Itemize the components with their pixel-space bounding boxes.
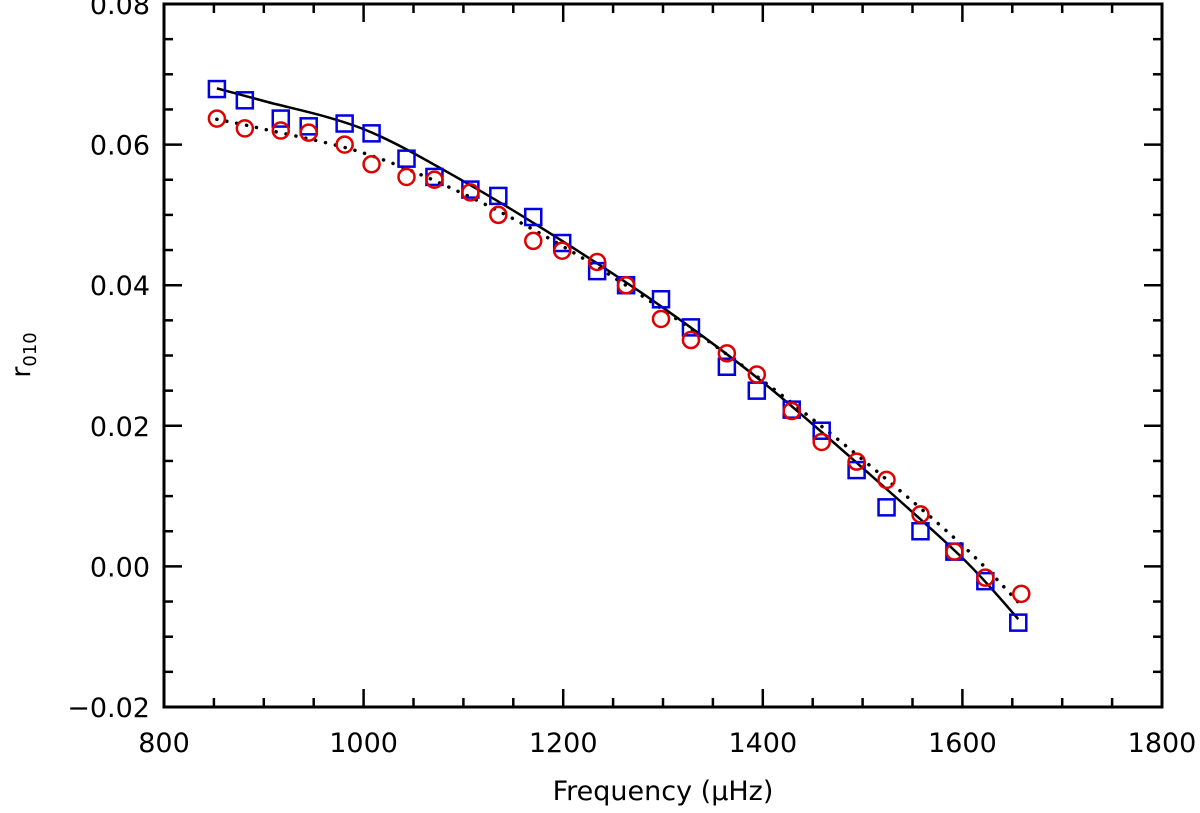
x-tick-label: 1000 xyxy=(329,728,398,759)
data-point-circle xyxy=(877,470,896,490)
data-point-square xyxy=(335,114,354,133)
data-point-circle xyxy=(271,121,291,140)
y-tick-label: 0.00 xyxy=(90,552,150,583)
data-point-square xyxy=(847,460,866,480)
data-point-square xyxy=(207,79,227,99)
data-point-circle xyxy=(552,241,572,261)
data-point-circle xyxy=(207,109,227,128)
data-point-square xyxy=(362,124,381,143)
data-point-square xyxy=(489,186,508,206)
data-point-circle xyxy=(681,330,701,350)
data-point-square xyxy=(552,233,572,253)
data-point-square xyxy=(747,381,767,400)
plot-frame xyxy=(162,2,1164,709)
data-point-square xyxy=(812,421,831,440)
data-point-circle xyxy=(1012,584,1031,604)
data-point-circle xyxy=(335,135,354,154)
data-point-circle xyxy=(616,275,636,295)
data-point-circle xyxy=(782,401,801,421)
data-point-circle xyxy=(425,170,444,189)
data-point-square xyxy=(235,91,255,110)
data-point-square xyxy=(587,261,607,281)
data-point-square xyxy=(651,290,671,309)
data-point-circle xyxy=(587,252,607,272)
data-point-square xyxy=(524,207,543,227)
y-tick-label: 0.02 xyxy=(90,412,150,443)
data-point-square xyxy=(299,117,318,136)
data-point-circle xyxy=(717,344,737,363)
data-point-circle xyxy=(524,231,543,251)
x-tick-label: 1800 xyxy=(1128,728,1197,759)
data-point-circle xyxy=(299,123,318,142)
data-point-circle xyxy=(911,505,930,524)
data-point-square xyxy=(681,318,701,337)
x-axis-label: Frequency (μHz) xyxy=(553,776,774,807)
data-point-square xyxy=(271,109,291,128)
plot-marks xyxy=(207,79,1031,632)
data-point-square xyxy=(717,357,737,376)
data-point-circle xyxy=(489,205,508,225)
data-point-square xyxy=(877,498,896,517)
x-tick-label: 800 xyxy=(138,728,190,759)
data-point-circle xyxy=(461,183,480,202)
y-axis-label: r010 xyxy=(6,332,41,377)
y-tick-label: 0.04 xyxy=(90,271,150,302)
x-tick-label: 1400 xyxy=(728,728,797,759)
y-tick-label: −0.02 xyxy=(67,693,150,724)
data-point-circle xyxy=(812,432,831,452)
data-point-square xyxy=(1009,613,1028,632)
data-point-circle xyxy=(976,568,995,587)
data-point-circle xyxy=(235,119,255,138)
data-point-circle xyxy=(945,542,964,561)
data-point-circle xyxy=(362,155,381,174)
x-tick-label: 1200 xyxy=(529,728,598,759)
y-tick-label: 0.06 xyxy=(90,131,150,162)
y-tick-label: 0.08 xyxy=(90,0,150,21)
series-line-fit-solid xyxy=(216,87,1020,620)
axis-ticks: 800 1000 1200 1400 1600 1800 −0.02 0.00 0.02 0.04… xyxy=(67,0,1196,759)
data-point-square xyxy=(397,149,416,168)
data-point-circle xyxy=(747,365,767,384)
x-tick-label: 1600 xyxy=(928,728,997,759)
data-point-circle xyxy=(847,452,866,471)
data-point-circle xyxy=(651,309,671,329)
series-line-fit-dotted xyxy=(215,117,1027,611)
data-point-circle xyxy=(397,167,416,187)
